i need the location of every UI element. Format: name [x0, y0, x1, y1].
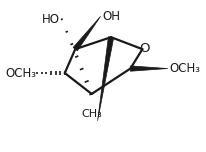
Polygon shape	[130, 66, 168, 71]
Text: HO: HO	[42, 13, 60, 26]
Polygon shape	[73, 16, 101, 51]
Text: CH₃: CH₃	[81, 109, 102, 119]
Polygon shape	[98, 37, 114, 121]
Text: O: O	[139, 42, 150, 55]
Text: OCH₃: OCH₃	[5, 67, 36, 79]
Text: OCH₃: OCH₃	[169, 62, 200, 75]
Text: OH: OH	[102, 10, 120, 23]
